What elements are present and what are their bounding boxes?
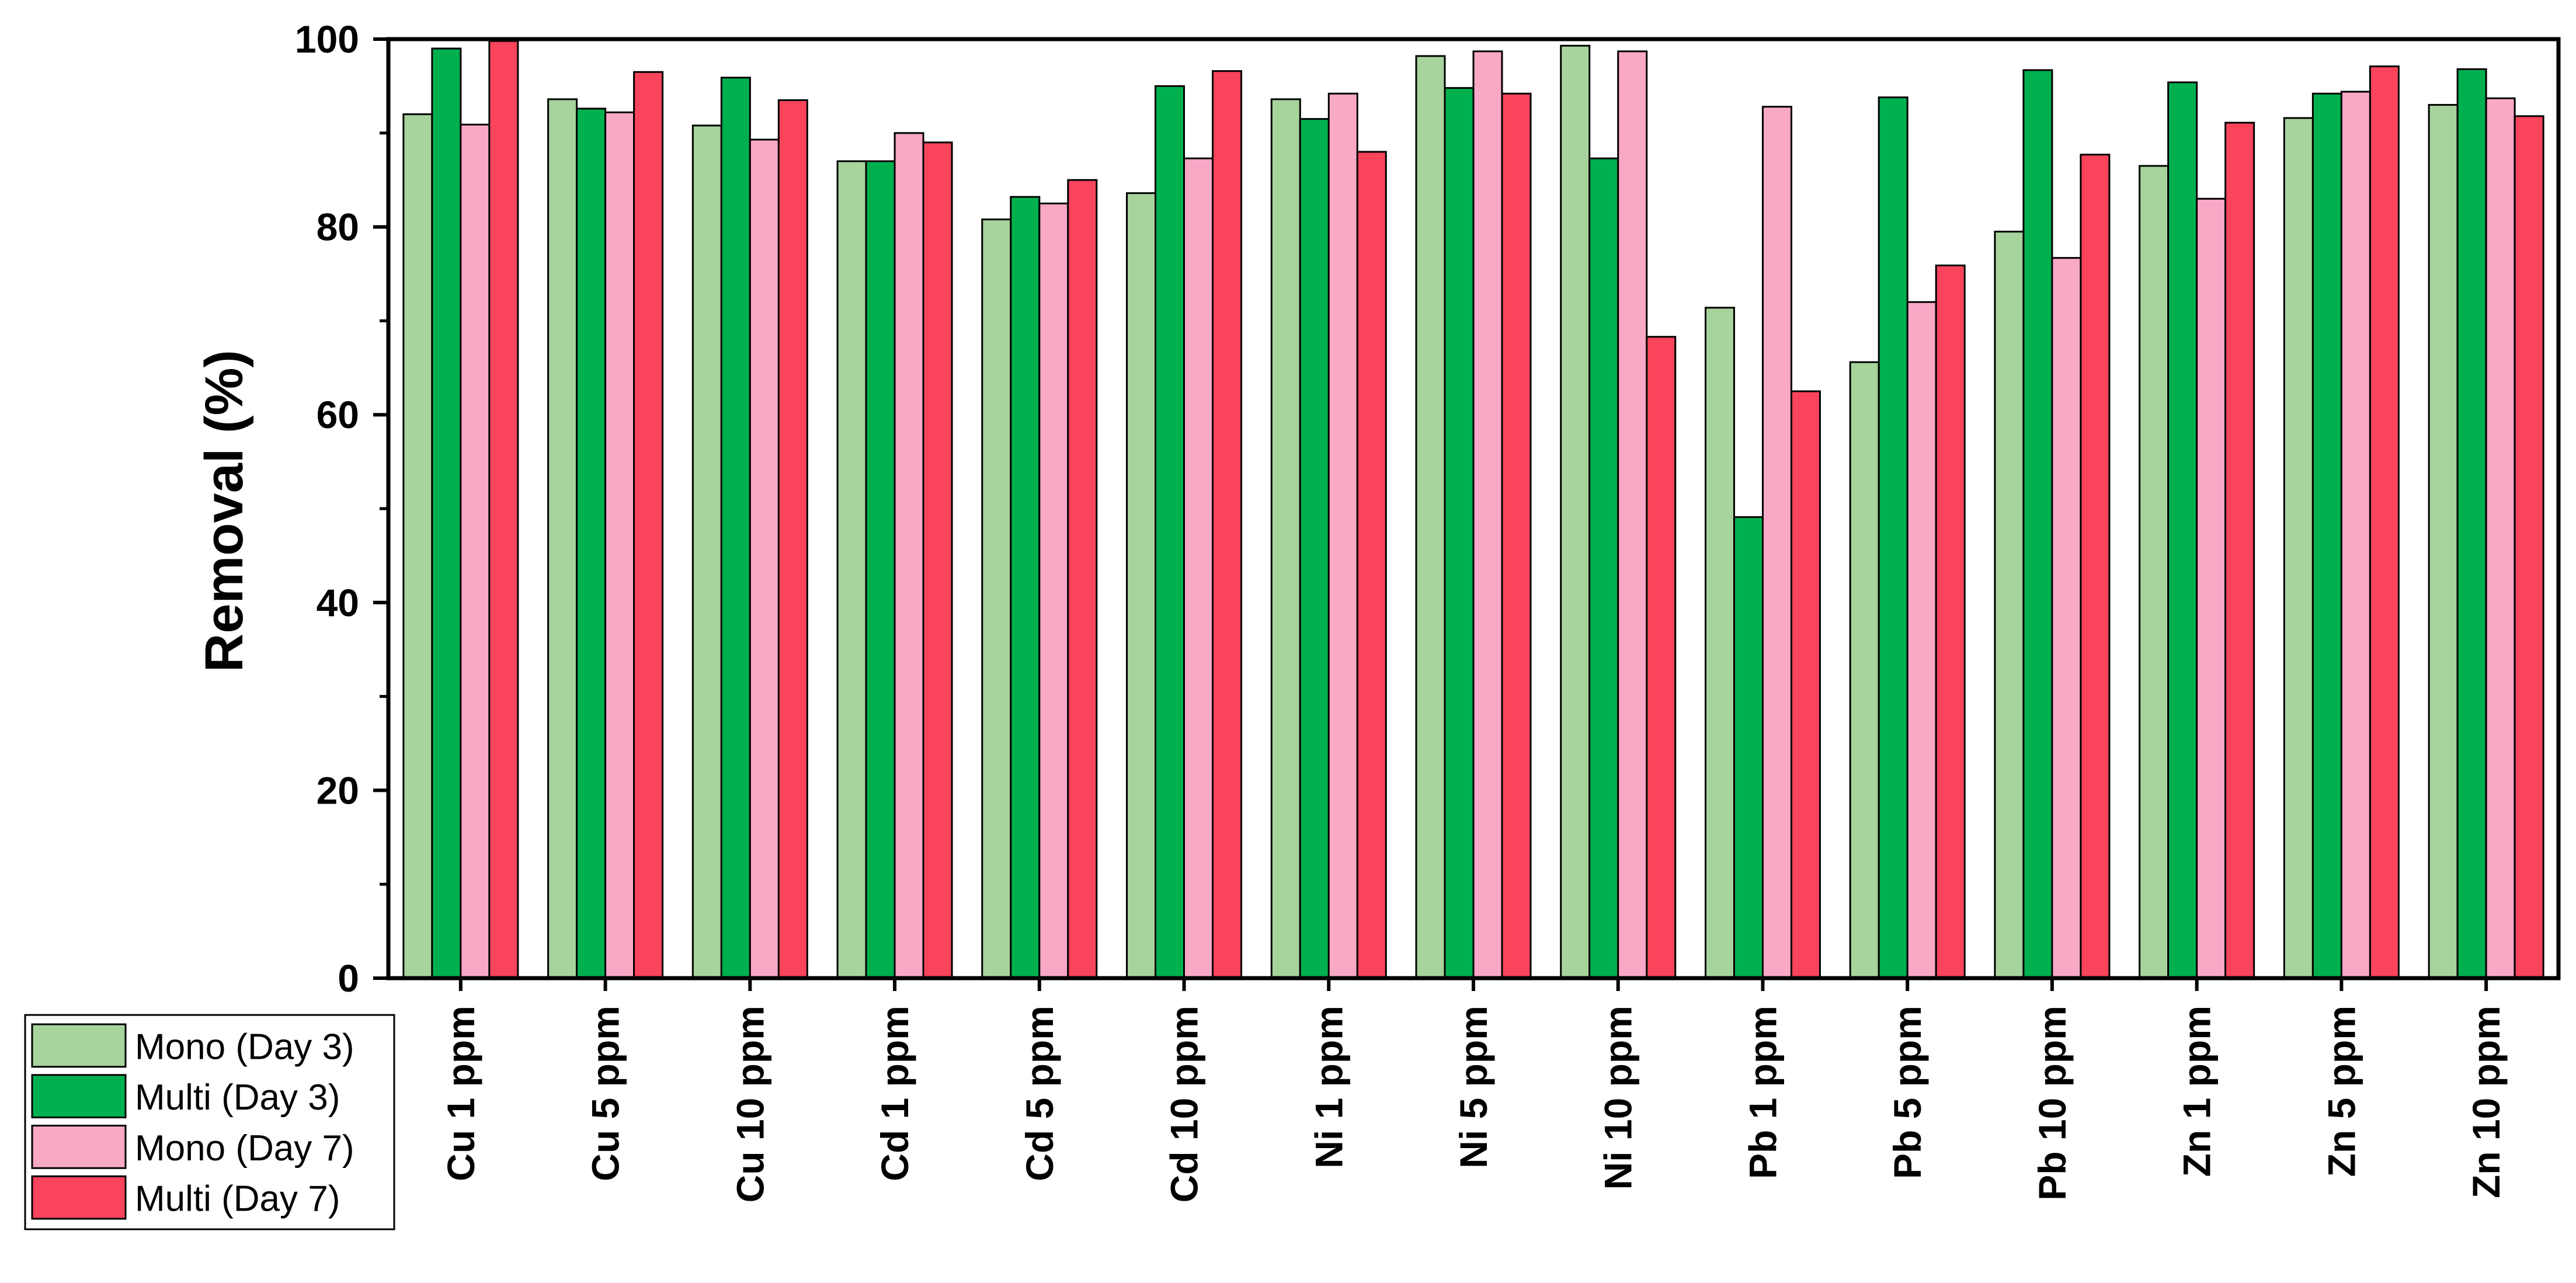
bar: [1994, 231, 2025, 979]
x-tick-label: Cd 10 ppm: [1163, 1006, 1206, 1202]
bar: [2428, 104, 2459, 979]
legend-label: Mono (Day 7): [135, 1128, 354, 1169]
bar: [1126, 192, 1157, 979]
bar: [922, 141, 953, 979]
legend-swatch: [31, 1074, 127, 1118]
bar: [2080, 154, 2111, 979]
x-tick-label: Pb 5 ppm: [1886, 1006, 1929, 1179]
bar: [604, 111, 635, 979]
legend-swatch: [31, 1175, 127, 1220]
y-tick-label: 20: [317, 769, 359, 812]
bar: [2139, 165, 2170, 979]
x-tick-label: Ni 5 ppm: [1452, 1006, 1495, 1169]
bar: [1501, 92, 1532, 979]
legend-swatch: [31, 1125, 127, 1169]
bar: [1444, 87, 1475, 979]
bar: [1733, 516, 1764, 979]
bar: [1067, 179, 1098, 979]
bar: [2196, 197, 2227, 979]
bar: [633, 71, 664, 979]
legend: Mono (Day 3) Multi (Day 3) Mono (Day 7) Mul…: [24, 1014, 395, 1230]
bar: [2283, 117, 2314, 979]
legend-label: Mono (Day 3): [135, 1027, 354, 1067]
bar: [2224, 121, 2255, 979]
bar: [1472, 50, 1503, 979]
bar: [981, 218, 1012, 979]
x-tick-label: Ni 10 ppm: [1597, 1006, 1640, 1190]
legend-label: Multi (Day 3): [135, 1077, 340, 1118]
bar: [460, 123, 491, 979]
legend-swatch: [31, 1023, 127, 1068]
x-tick-label: Pb 10 ppm: [2031, 1006, 2074, 1201]
bar: [2167, 81, 2198, 979]
bar: [1617, 50, 1648, 979]
bar: [720, 77, 751, 979]
bar: [2456, 68, 2487, 979]
x-tick-label: Cu 1 ppm: [439, 1006, 482, 1181]
bar: [777, 99, 808, 979]
bar: [1270, 98, 1301, 979]
legend-label: Multi (Day 7): [135, 1179, 340, 1219]
bar: [1038, 202, 1069, 979]
bar: [2311, 92, 2342, 979]
y-tick-label: 80: [317, 206, 359, 249]
x-tick-label: Zn 10 ppm: [2464, 1006, 2508, 1198]
bar: [1327, 92, 1358, 979]
bar: [1356, 151, 1387, 979]
bar: [1299, 118, 1330, 979]
bar: [2051, 257, 2082, 979]
bar: [1183, 157, 1214, 979]
bar: [1588, 157, 1619, 979]
bar: [402, 113, 433, 979]
y-tick-label: 0: [338, 957, 359, 1000]
y-tick-label: 100: [295, 18, 359, 61]
axes-layer: 0 20 40 60 80 100 Cu 1 ppm Cu 5 ppm Cu 10 ppm Cd …: [295, 18, 2561, 1202]
y-tick-label: 40: [317, 581, 359, 624]
y-tick-label: 60: [317, 393, 359, 436]
bar: [691, 124, 722, 979]
bar: [1010, 196, 1041, 979]
x-tick-label: Pb 1 ppm: [1741, 1006, 1784, 1179]
bar: [1790, 390, 1821, 979]
bar: [1704, 307, 1735, 979]
bar: [576, 107, 607, 979]
bar: [1415, 55, 1446, 979]
x-tick-label: Zn 5 ppm: [2320, 1006, 2363, 1177]
x-tick-label: Zn 1 ppm: [2175, 1006, 2219, 1177]
x-tick-label: Cu 5 ppm: [584, 1006, 627, 1181]
bar: [1906, 301, 1937, 979]
bar: [894, 132, 924, 979]
y-axis-title: Removal (%): [194, 350, 254, 672]
bar: [431, 47, 462, 979]
bars-layer: [402, 40, 2544, 979]
bar: [488, 40, 519, 979]
bar: [1935, 265, 1966, 979]
bar: [2369, 65, 2400, 979]
x-tick-label: Ni 1 ppm: [1307, 1006, 1350, 1169]
x-tick-label: Cd 1 ppm: [873, 1006, 916, 1181]
bar: [547, 98, 578, 979]
bar: [836, 160, 867, 979]
bar: [1878, 96, 1908, 979]
bar: [1849, 361, 1880, 979]
bar: [1155, 85, 1186, 979]
bar: [1560, 44, 1591, 979]
bar: [865, 160, 896, 979]
bar: [1212, 70, 1243, 979]
x-tick-label: Cu 10 ppm: [728, 1006, 771, 1202]
bar: [2022, 69, 2053, 979]
bar: [1761, 106, 1792, 979]
bar: [2340, 91, 2371, 979]
bar: [1646, 336, 1677, 979]
bar: [2485, 97, 2516, 979]
bar: [2514, 115, 2544, 979]
x-tick-label: Cd 5 ppm: [1018, 1006, 1061, 1181]
bar: [749, 138, 780, 979]
